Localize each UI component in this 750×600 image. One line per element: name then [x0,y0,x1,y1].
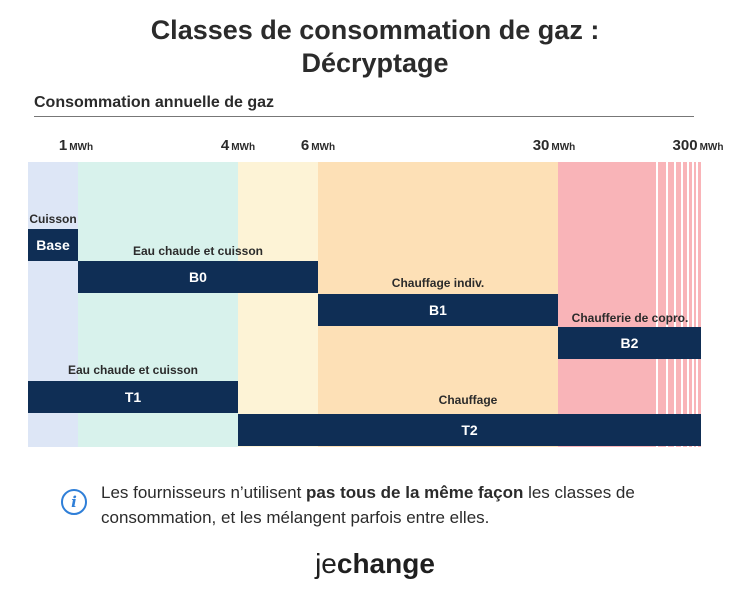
band-separator [674,162,676,447]
label-b2: Chaufferie de copro. [571,311,689,325]
info-note: Les fournisseurs n’utilisent pas tous de… [101,483,635,527]
band-separator [681,162,683,447]
page-title: Classes de consommation de gaz : Décrypt… [0,14,750,80]
tick-6mwh: 6 MWh [300,137,336,154]
title-line-1: Classes de consommation de gaz : [150,15,600,45]
bar-base: Base [28,229,78,261]
chart-subtitle: Consommation annuelle de gaz [34,94,275,111]
jechange-logo: jechange [315,548,435,579]
bar-t1: T1 [28,381,238,413]
subtitle-rule [34,116,694,117]
label-cuisson: Cuisson [29,212,77,226]
tick-4mwh: 4 MWh [220,137,256,154]
bar-b0: B0 [78,261,318,293]
label-t2: Chauffage [438,393,498,407]
title-line-2: Décryptage [301,48,449,78]
bar-t2: T2 [238,414,701,446]
tick-300mwh: 300 MWh [672,137,724,154]
label-t1: Eau chaude et cuisson [67,363,199,377]
bar-b1: B1 [318,294,558,326]
band-separator [692,162,694,447]
bar-b2: B2 [558,327,701,359]
tick-1mwh: 1 MWh [58,137,94,154]
band-separator [687,162,689,447]
band-separator [656,162,658,447]
band-separator [666,162,668,447]
label-b0: Eau chaude et cuisson [132,244,264,258]
band-4-6 [238,162,318,447]
label-b1: Chauffage indiv. [391,276,485,290]
band-separator [696,162,698,447]
band-30-300 [558,162,701,447]
info-icon: i [61,489,87,515]
tick-30mwh: 30 MWh [532,137,576,154]
